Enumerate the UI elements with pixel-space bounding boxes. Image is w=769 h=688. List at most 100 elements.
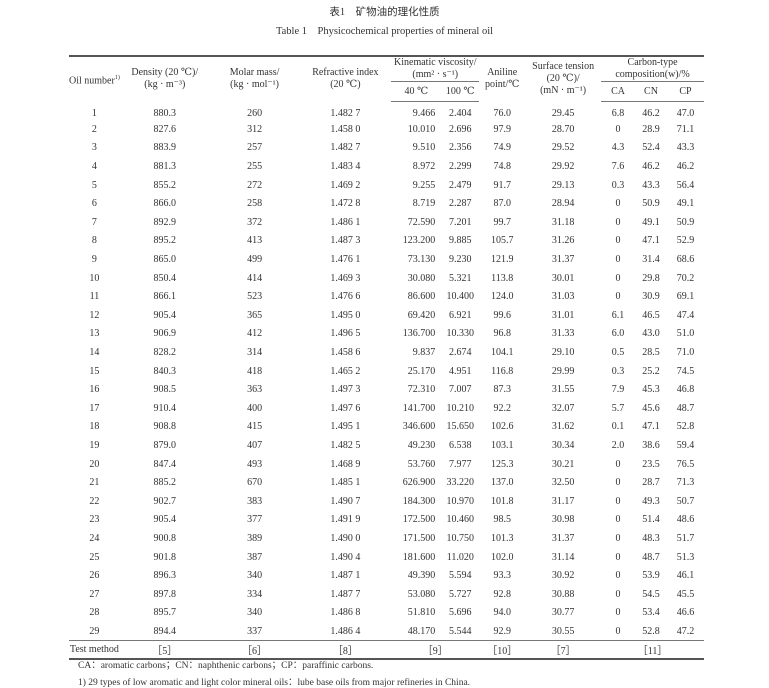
cell-refractive-index: 1.486 4 (330, 625, 361, 637)
cell-oil-number: 27 (89, 588, 100, 600)
cell-density: 895.7 (153, 607, 177, 619)
table-row: 6 866.0 258 1.472 8 8.719 2.287 87.0 28.94 0 50.9… (69, 194, 704, 213)
cell-ca: 5.7 (611, 402, 625, 414)
cell-oil-number: 23 (89, 514, 100, 526)
cell-refractive-index: 1.491 9 (330, 514, 361, 526)
test-method-density: ［5］ (119, 640, 210, 661)
cell-oil-number: 24 (89, 532, 100, 544)
cell-refractive-index: 1.490 4 (330, 551, 361, 563)
cell-refractive-index: 1.476 1 (330, 254, 361, 266)
cell-cp: 48.7 (676, 402, 695, 414)
cell-density: 897.8 (153, 588, 177, 600)
cell-refractive-index: 1.487 1 (330, 570, 361, 582)
cell-molar-mass: 499 (247, 254, 263, 266)
cell-cn: 49.1 (642, 216, 660, 228)
cell-aniline-point: 103.1 (490, 439, 514, 451)
cell-molar-mass: 372 (247, 216, 263, 228)
test-method-refractive: ［8］ (299, 640, 392, 661)
cell-viscosity-40: 53.760 (407, 458, 436, 470)
header-v40: 40 ℃ (391, 81, 442, 102)
cell-refractive-index: 1.476 6 (330, 291, 361, 303)
header-ca: CA (601, 81, 636, 102)
cell-cp: 56.4 (676, 179, 695, 191)
cell-aniline-point: 101.3 (490, 532, 514, 544)
cell-cn: 29.8 (642, 272, 660, 284)
cell-viscosity-100: 2.299 (449, 161, 472, 173)
table-row: 8 895.2 413 1.487 3 123.200 9.885 105.7 31.26 0 4… (69, 232, 704, 251)
cell-viscosity-100: 2.404 (449, 108, 472, 120)
cell-density: 840.3 (153, 365, 177, 377)
table-row: 21 885.2 670 1.485 1 626.900 33.220 137.0 32.50… (69, 473, 704, 492)
cell-oil-number: 21 (89, 477, 100, 489)
cell-surface-tension: 29.45 (551, 107, 575, 119)
cell-viscosity-40: 346.600 (402, 421, 436, 433)
table-row: 23 905.4 377 1.491 9 172.500 10.460 98.5 30.98 0… (69, 511, 704, 530)
cell-viscosity-100: 2.674 (449, 347, 472, 359)
cell-cp: 46.2 (676, 161, 695, 173)
cell-ca: 7.9 (611, 384, 625, 396)
cell-refractive-index: 1.497 3 (330, 384, 361, 396)
cell-ca: 0 (615, 532, 621, 544)
cell-ca: 6.8 (611, 108, 625, 120)
cell-cn: 25.2 (642, 365, 660, 377)
cell-viscosity-40: 72.590 (407, 216, 436, 228)
cell-oil-number: 8 (91, 235, 97, 247)
cell-viscosity-40: 8.719 (412, 198, 436, 210)
cell-molar-mass: 413 (247, 235, 263, 247)
cell-oil-number: 11 (89, 291, 100, 303)
cell-viscosity-100: 5.321 (449, 272, 472, 284)
cell-molar-mass: 340 (247, 607, 263, 619)
cell-aniline-point: 87.3 (493, 384, 511, 396)
cell-viscosity-40: 86.600 (407, 291, 436, 303)
cell-ca: 0 (615, 495, 621, 507)
cell-refractive-index: 1.495 0 (330, 309, 361, 321)
cell-density: 908.5 (153, 384, 177, 396)
cell-viscosity-100: 2.479 (449, 179, 472, 191)
cell-refractive-index: 1.486 1 (330, 216, 361, 228)
cell-density: 879.0 (153, 439, 177, 451)
header-viscosity: Kinematic viscosity/(mm² · s⁻¹) (391, 56, 480, 82)
cell-oil-number: 25 (89, 551, 100, 563)
cell-oil-number: 22 (89, 495, 100, 507)
table-title-cn: 表1 矿物油的理化性质 (329, 7, 440, 18)
cell-surface-tension: 30.77 (551, 607, 575, 619)
cell-viscosity-100: 5.594 (449, 570, 472, 582)
cell-viscosity-40: 136.700 (402, 328, 436, 340)
cell-ca: 0 (615, 625, 621, 637)
cell-ca: 0 (615, 477, 621, 489)
cell-aniline-point: 105.7 (490, 235, 514, 247)
cell-viscosity-100: 5.544 (449, 625, 472, 637)
cell-oil-number: 26 (89, 570, 100, 582)
cell-cp: 76.5 (676, 458, 695, 470)
cell-molar-mass: 272 (247, 179, 263, 191)
cell-viscosity-40: 10.010 (407, 123, 436, 135)
cell-molar-mass: 260 (247, 107, 263, 119)
cell-viscosity-40: 172.500 (402, 514, 436, 526)
cell-oil-number: 28 (89, 607, 100, 619)
cell-viscosity-100: 9.885 (449, 235, 472, 247)
table-row: 12 905.4 365 1.495 0 69.420 6.921 99.6 31.01 6.1… (69, 306, 704, 325)
cell-cn: 30.9 (642, 291, 660, 303)
table-row: 19 879.0 407 1.482 5 49.230 6.538 103.1 30.34 2.… (69, 436, 704, 455)
cell-oil-number: 16 (89, 384, 100, 396)
cell-oil-number: 15 (89, 365, 100, 377)
cell-refractive-index: 1.483 4 (330, 161, 361, 173)
cell-molar-mass: 387 (247, 551, 263, 563)
cell-cp: 51.0 (676, 328, 695, 340)
cell-molar-mass: 340 (247, 570, 263, 582)
cell-surface-tension: 31.18 (551, 216, 575, 228)
table-row: 16 908.5 363 1.497 3 72.310 7.007 87.3 31.55 7.9… (69, 380, 704, 399)
cell-density: 905.4 (153, 514, 177, 526)
cell-refractive-index: 1.497 6 (330, 402, 361, 414)
cell-cn: 45.6 (642, 402, 660, 414)
cell-oil-number: 2 (91, 123, 97, 135)
cell-viscosity-40: 8.972 (412, 161, 436, 173)
cell-ca: 0.5 (611, 347, 625, 359)
header-oil-number: Oil number1) (69, 74, 120, 86)
cell-oil-number: 9 (91, 254, 97, 266)
cell-viscosity-40: 141.700 (402, 402, 436, 414)
table-row: 13 906.9 412 1.496 5 136.700 10.330 96.8 31.33 6… (69, 325, 704, 344)
cell-viscosity-100: 9.230 (449, 254, 472, 266)
cell-molar-mass: 255 (247, 161, 263, 173)
cell-cp: 69.1 (676, 291, 695, 303)
